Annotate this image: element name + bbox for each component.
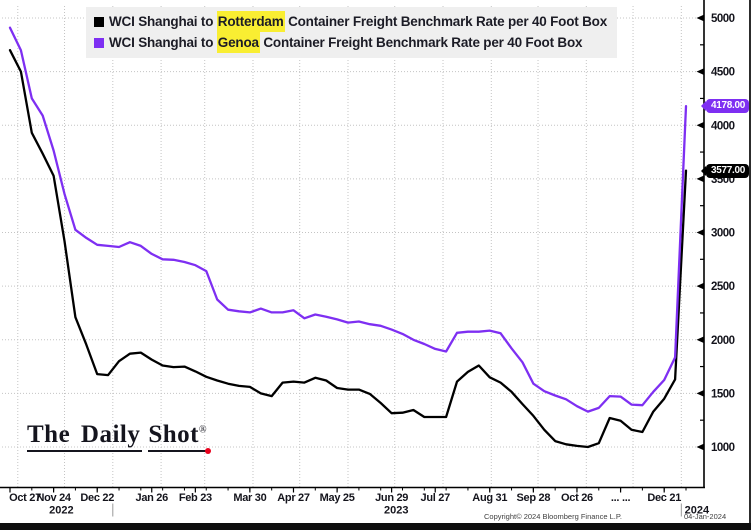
series-line-rotterdam xyxy=(8,49,688,449)
y-tick-arrow-icon xyxy=(696,68,704,76)
legend-text-suffix: Container Freight Benchmark Rate per 40 … xyxy=(259,35,583,50)
last-value-badge-genoa: 4178.00 xyxy=(701,99,750,114)
red-dot-icon xyxy=(205,448,212,454)
badge-notch-icon xyxy=(701,101,706,112)
y-tick-label: 3000 xyxy=(711,228,735,240)
y-tick-arrow-icon xyxy=(696,175,704,183)
bottom-border-bar xyxy=(0,523,751,530)
y-tick-label: 2500 xyxy=(711,281,735,293)
y-tick-label: 4500 xyxy=(711,67,735,79)
x-tick-label: ... ... xyxy=(611,492,631,504)
x-tick-label: Dec 22 xyxy=(80,492,114,504)
right-border-line xyxy=(749,0,751,523)
legend-entry-rotterdam: WCI Shanghai to Rotterdam Container Frei… xyxy=(94,11,607,32)
y-tick-label: 5000 xyxy=(711,13,735,25)
y-tick-arrow-icon xyxy=(696,389,704,397)
y-tick-arrow-icon xyxy=(696,14,704,22)
legend-highlight-genoa: Genoa xyxy=(216,32,260,53)
legend-swatch-genoa xyxy=(94,37,104,48)
year-label: 2023 xyxy=(384,505,408,517)
x-tick-label: May 25 xyxy=(320,492,355,504)
print-date: 04-Jan-2024 xyxy=(684,512,727,521)
year-label: 2022 xyxy=(49,505,73,517)
x-tick-label: Jun 29 xyxy=(375,492,408,504)
series-line-genoa xyxy=(8,26,688,413)
legend-entry-genoa: WCI Shanghai to Genoa Container Freight … xyxy=(94,32,607,53)
x-tick-label: Jan 26 xyxy=(136,492,169,504)
x-tick-label: Sep 28 xyxy=(517,492,551,504)
badge-notch-icon xyxy=(701,165,706,176)
badge-value-rotterdam: 3577.00 xyxy=(711,164,746,176)
y-tick-arrow-icon xyxy=(696,121,704,129)
y-tick-arrow-icon xyxy=(696,443,704,451)
legend-text-suffix: Container Freight Benchmark Rate per 40 … xyxy=(284,14,608,29)
x-tick-label: Apr 27 xyxy=(277,492,310,504)
year-label: 2024 xyxy=(685,505,710,517)
badge-value-genoa: 4178.00 xyxy=(711,100,746,112)
y-tick-label: 4000 xyxy=(711,120,735,132)
x-tick-label: Feb 23 xyxy=(179,492,212,504)
y-tick-arrow-icon xyxy=(696,336,704,344)
daily-shot-watermark: The Daily Shot® xyxy=(27,421,212,454)
y-tick-label: 2000 xyxy=(711,335,735,347)
registered-mark-icon: ® xyxy=(199,424,208,436)
x-tick-label: Dec 21 xyxy=(647,492,681,504)
chart-legend: WCI Shanghai to Rotterdam Container Frei… xyxy=(86,7,618,58)
y-tick-arrow-icon xyxy=(696,229,704,236)
last-value-badge-rotterdam: 3577.00 xyxy=(701,163,750,178)
legend-text-prefix: WCI Shanghai to xyxy=(109,35,217,50)
x-tick-label: Oct 26 xyxy=(561,492,593,504)
y-tick-arrow-icon xyxy=(696,282,704,290)
legend-highlight-rotterdam: Rotterdam xyxy=(216,11,285,32)
legend-swatch-rotterdam xyxy=(94,16,104,27)
copyright-text: Copyright© 2024 Bloomberg Finance L.P. xyxy=(484,512,622,521)
y-tick-label: 1500 xyxy=(711,388,735,400)
watermark-the-daily: The Daily xyxy=(27,421,143,452)
x-tick-label: Aug 31 xyxy=(472,492,507,504)
x-tick-label: Nov 24 xyxy=(36,492,71,504)
watermark-shot: Shot® xyxy=(148,421,212,454)
x-tick-label: Mar 30 xyxy=(233,492,266,504)
x-tick-label: Jul 27 xyxy=(421,492,451,504)
y-tick-label: 1000 xyxy=(711,442,735,454)
legend-text-prefix: WCI Shanghai to xyxy=(109,14,217,29)
x-tick-label: Oct 27 xyxy=(9,492,41,504)
